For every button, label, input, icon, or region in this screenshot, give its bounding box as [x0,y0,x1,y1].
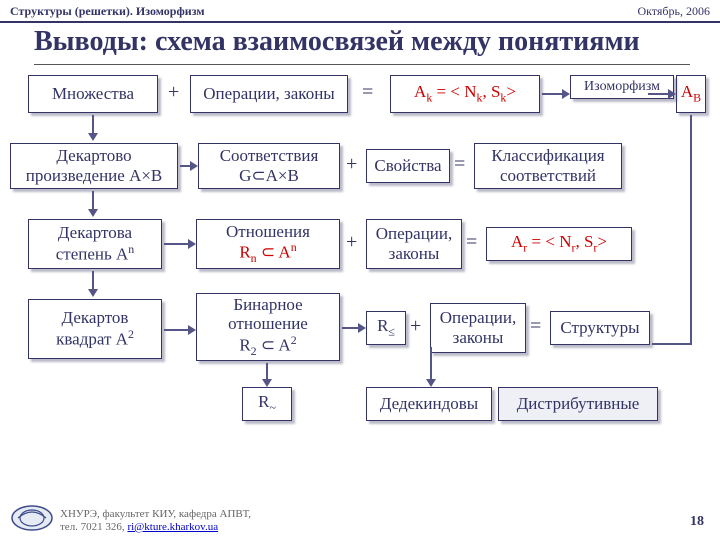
label: Декартовастепень An [56,223,135,264]
box-ops-laws-2: Операции,законы [366,219,462,269]
label: Операции,законы [440,308,517,347]
plus-op: + [168,81,179,104]
label: Классификациясоответствий [491,146,604,185]
plus-op-2: + [346,153,357,176]
label: Декартовопроизведение A×B [26,146,163,185]
arrow-v2 [92,191,94,215]
label: Дистрибутивные [517,394,640,414]
box-sets: Множества [28,75,158,113]
box-cartesian-power: Декартовастепень An [28,219,162,269]
footer-line1: ХНУРЭ, факультет КИУ, кафедра АПВТ, [60,508,251,520]
header-date: Октябрь, 2006 [637,4,710,19]
eq-op-3: = [466,231,477,254]
box-ab: AB [676,75,706,113]
box-classification: Классификациясоответствий [474,143,622,189]
label: Структуры [560,318,639,338]
arrow-h4b [342,327,364,329]
arrow-v3 [92,271,94,295]
logo-icon [10,502,54,534]
label: Операции, законы [203,84,334,104]
arrow-struct-ded [430,347,432,385]
footer-email[interactable]: ri@kture.kharkov.ua [127,521,218,533]
arrow-h4 [164,329,194,331]
arrow-iso-ab-top [648,93,674,95]
box-cartesian-square: Декартовквадрат A2 [28,299,162,359]
plus-op-3: + [346,231,357,254]
arrow-h2 [180,165,196,167]
box-distributive: Дистрибутивные [498,387,658,421]
box-algebra: Ak = < Nk, Sk> [390,75,540,113]
box-r-le: R≤ [366,311,406,345]
label: Операции,законы [376,224,453,263]
label: СоответствияG⊂A×B [220,146,319,185]
label: Множества [52,84,134,104]
box-algebra-r: Ar = < Nr, Sr> [486,227,632,261]
label: Декартовквадрат A2 [56,308,134,349]
header: Структуры (решетки). Изоморфизм Октябрь,… [0,0,720,23]
box-r-tilde: R~ [242,387,292,421]
box-structures: Структуры [550,311,650,345]
box-isomorphism: Изоморфизм [570,75,674,99]
eq-op-4: = [530,315,541,338]
plus-op-4: + [410,315,421,338]
label-top: Отношения [226,222,310,242]
box-ops-laws-3: Операции,законы [430,303,526,353]
box-ops-laws: Операции, законы [190,75,348,113]
label: Ar = < Nr, Sr> [511,232,607,255]
eq-op-2: = [454,153,465,176]
header-topic: Структуры (решетки). Изоморфизм [10,4,205,19]
box-cartesian-product: Декартовопроизведение A×B [10,143,178,189]
label: R~ [258,392,276,415]
box-properties: Свойства [366,149,450,183]
footer-text: ХНУРЭ, факультет КИУ, кафедра АПВТ, тел.… [60,508,251,534]
box-dedekind: Дедекиндовы [366,387,492,421]
footer-line2-pre: тел. 7021 326, [60,521,127,533]
arrow-alg-iso [542,93,568,95]
page-number: 18 [690,514,704,530]
label: Дедекиндовы [380,394,478,414]
box-relations: ОтношенияRn ⊂ An [196,219,340,269]
label-sub: Rn ⊂ An [239,241,296,266]
box-binary-relation: БинарноеотношениеR2 ⊂ A2 [196,293,340,361]
footer: ХНУРЭ, факультет КИУ, кафедра АПВТ, тел.… [10,502,710,534]
page-title: Выводы: схема взаимосвязей между понятия… [0,23,720,58]
label: AB [681,82,701,105]
title-rule [34,64,690,65]
label: БинарноеотношениеR2 ⊂ A2 [228,295,308,359]
label: Ak = < Nk, Sk> [414,82,516,105]
eq-op: = [362,81,373,104]
arrow-v1 [92,115,94,139]
arrow-h3 [164,243,194,245]
label: Свойства [374,156,441,176]
line-ab-across [652,343,692,345]
arrow-v4 [266,363,268,385]
label: R≤ [377,316,395,339]
diagram: Множества + Операции, законы = Ak = < Nk… [10,75,710,465]
box-correspondences: СоответствияG⊂A×B [198,143,340,189]
line-ab-down [690,115,692,345]
